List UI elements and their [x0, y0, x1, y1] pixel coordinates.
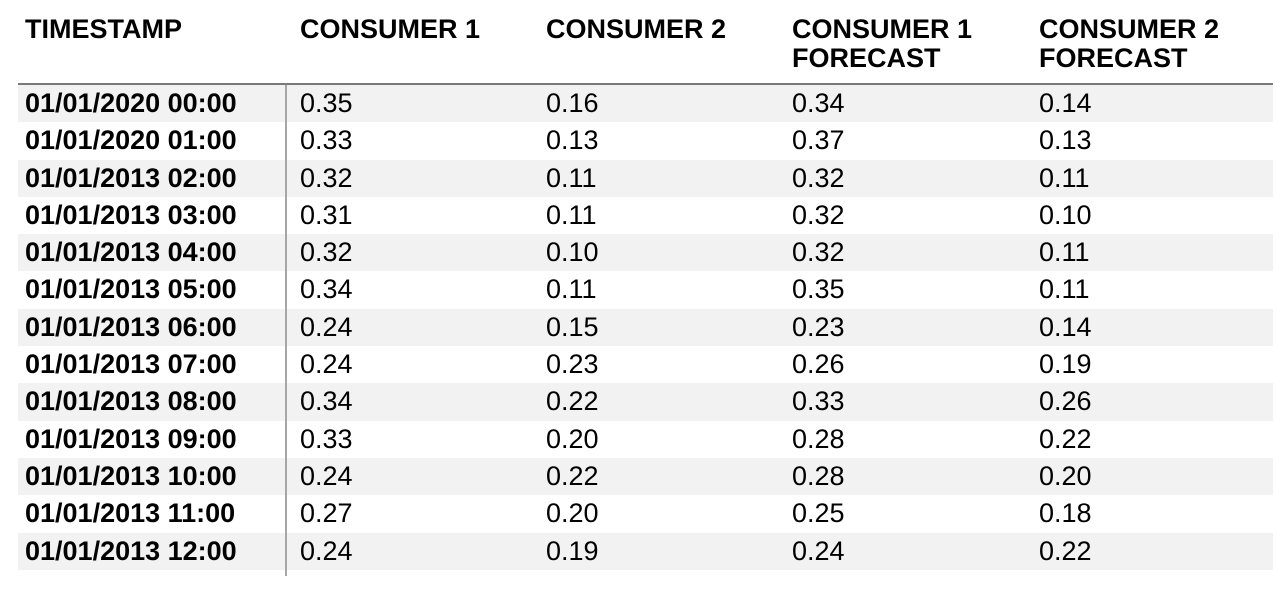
- timestamp-cell: 01/01/2013 12:00: [25, 535, 237, 566]
- timestamp-cell: 01/01/2013 02:00: [25, 162, 237, 193]
- consumer2-cell: 0.13: [546, 125, 599, 156]
- table-row: 01/01/2013 05:00 0.34 0.11 0.35 0.11: [18, 271, 1273, 308]
- timestamp-cell: 01/01/2013 09:00: [25, 423, 237, 454]
- column-divider-rule: [285, 85, 287, 576]
- consumer1-cell: 0.34: [300, 274, 353, 305]
- consumer2-cell: 0.11: [546, 162, 597, 193]
- table-row: 01/01/2020 00:00 0.35 0.16 0.34 0.14: [18, 85, 1273, 123]
- table-row: 01/01/2020 01:00 0.33 0.13 0.37 0.13: [18, 122, 1273, 159]
- table-row: 01/01/2013 09:00 0.33 0.20 0.28 0.22: [18, 421, 1273, 458]
- table-row: 01/01/2013 11:00 0.27 0.20 0.25 0.18: [18, 495, 1273, 532]
- timestamp-cell: 01/01/2013 05:00: [25, 274, 237, 305]
- consumer2-cell: 0.20: [546, 423, 599, 454]
- consumer1-forecast-cell: 0.37: [792, 125, 845, 156]
- consumer1-cell: 0.24: [300, 349, 353, 380]
- consumer2-forecast-cell: 0.10: [1039, 199, 1092, 230]
- consumer1-forecast-cell: 0.23: [792, 311, 845, 342]
- consumer2-forecast-cell: 0.19: [1039, 349, 1092, 380]
- table-row: 01/01/2013 06:00 0.24 0.15 0.23 0.14: [18, 308, 1273, 347]
- consumer1-forecast-cell: 0.33: [792, 386, 845, 417]
- consumer1-cell: 0.24: [300, 460, 353, 491]
- consumer1-cell: 0.32: [300, 237, 353, 268]
- consumer1-cell: 0.35: [300, 88, 353, 118]
- consumer2-forecast-cell: 0.22: [1039, 423, 1092, 454]
- consumer2-cell: 0.15: [546, 311, 599, 342]
- column-header-consumer-1: CONSUMER 1: [300, 14, 481, 44]
- consumer2-cell: 0.19: [546, 535, 599, 566]
- consumer1-forecast-cell: 0.28: [792, 460, 845, 491]
- consumer2-cell: 0.22: [546, 386, 599, 417]
- consumer1-forecast-cell: 0.32: [792, 162, 845, 193]
- consumer2-cell: 0.16: [546, 88, 599, 118]
- consumer2-forecast-cell: 0.13: [1039, 125, 1092, 156]
- timestamp-cell: 01/01/2013 04:00: [25, 237, 237, 268]
- timestamp-cell: 01/01/2013 10:00: [25, 460, 237, 491]
- consumer2-cell: 0.10: [546, 237, 599, 268]
- consumer1-cell: 0.34: [300, 386, 353, 417]
- consumer2-forecast-cell: 0.18: [1039, 498, 1092, 529]
- consumer2-forecast-cell: 0.14: [1039, 88, 1092, 118]
- column-header-consumer-1-forecast: CONSUMER 1 FORECAST: [792, 14, 973, 73]
- table-row: 01/01/2013 08:00 0.34 0.22 0.33 0.26: [18, 383, 1273, 421]
- consumer1-cell: 0.24: [300, 535, 353, 566]
- consumer1-forecast-cell: 0.28: [792, 423, 845, 454]
- consumer2-cell: 0.11: [546, 199, 597, 230]
- consumer1-cell: 0.32: [300, 162, 353, 193]
- column-header-consumer-2-forecast: CONSUMER 2 FORECAST: [1039, 14, 1220, 73]
- table-row: 01/01/2013 07:00 0.24 0.23 0.26 0.19: [18, 346, 1273, 383]
- consumer1-forecast-cell: 0.34: [792, 88, 845, 118]
- timestamp-cell: 01/01/2013 08:00: [25, 386, 237, 417]
- timestamp-cell: 01/01/2020 00:00: [25, 88, 237, 118]
- timestamp-cell: 01/01/2013 07:00: [25, 349, 237, 380]
- consumer2-forecast-cell: 0.22: [1039, 535, 1092, 566]
- consumer1-forecast-cell: 0.32: [792, 199, 845, 230]
- table-body: 01/01/2020 00:00 0.35 0.16 0.34 0.14 01/…: [18, 85, 1273, 570]
- consumer2-forecast-cell: 0.11: [1039, 237, 1090, 268]
- table-row: 01/01/2013 10:00 0.24 0.22 0.28 0.20: [18, 457, 1273, 496]
- consumer1-cell: 0.33: [300, 423, 353, 454]
- consumer1-cell: 0.24: [300, 311, 353, 342]
- column-header-timestamp: TIMESTAMP: [25, 14, 182, 44]
- consumer2-cell: 0.20: [546, 498, 599, 529]
- table-header-row: TIMESTAMP CONSUMER 1 CONSUMER 2 CONSUMER…: [18, 0, 1273, 85]
- consumer1-forecast-cell: 0.26: [792, 349, 845, 380]
- consumer2-forecast-cell: 0.20: [1039, 460, 1092, 491]
- table-row: 01/01/2013 04:00 0.32 0.10 0.32 0.11: [18, 234, 1273, 272]
- table-row: 01/01/2013 02:00 0.32 0.11 0.32 0.11: [18, 159, 1273, 197]
- consumer2-forecast-cell: 0.14: [1039, 311, 1092, 342]
- table-row: 01/01/2013 03:00 0.31 0.11 0.32 0.10: [18, 197, 1273, 234]
- consumer-forecast-table: TIMESTAMP CONSUMER 1 CONSUMER 2 CONSUMER…: [18, 0, 1273, 576]
- timestamp-cell: 01/01/2013 11:00: [25, 498, 236, 529]
- consumer2-forecast-cell: 0.11: [1039, 162, 1090, 193]
- column-header-consumer-2: CONSUMER 2: [546, 14, 727, 44]
- consumer2-forecast-cell: 0.11: [1039, 274, 1090, 305]
- table-row: 01/01/2013 12:00 0.24 0.19 0.24 0.22: [18, 532, 1273, 570]
- timestamp-cell: 01/01/2013 06:00: [25, 311, 237, 342]
- timestamp-cell: 01/01/2020 01:00: [25, 125, 237, 156]
- consumer1-cell: 0.31: [300, 199, 353, 230]
- consumer1-cell: 0.33: [300, 125, 353, 156]
- consumer1-forecast-cell: 0.24: [792, 535, 845, 566]
- consumer1-cell: 0.27: [300, 498, 353, 529]
- consumer1-forecast-cell: 0.35: [792, 274, 845, 305]
- consumer1-forecast-cell: 0.32: [792, 237, 845, 268]
- consumer2-cell: 0.23: [546, 349, 599, 380]
- consumer2-cell: 0.22: [546, 460, 599, 491]
- timestamp-cell: 01/01/2013 03:00: [25, 199, 237, 230]
- consumer2-cell: 0.11: [546, 274, 597, 305]
- consumer2-forecast-cell: 0.26: [1039, 386, 1092, 417]
- consumer1-forecast-cell: 0.25: [792, 498, 845, 529]
